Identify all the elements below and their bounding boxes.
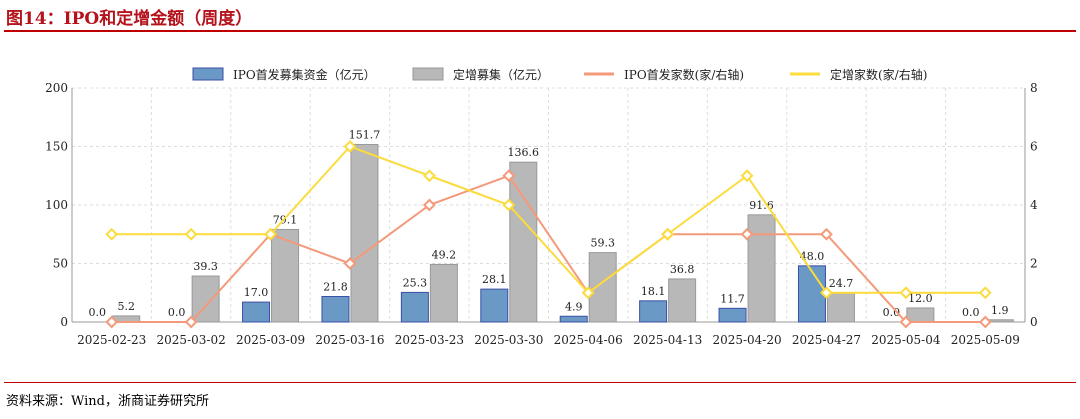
data-label: 12.0 [908,292,933,305]
x-tick-label: 2025-04-13 [633,333,702,347]
data-label: 24.7 [829,277,854,290]
bar [826,292,855,323]
data-label: 21.8 [323,280,348,293]
bar [271,228,300,323]
bar [400,291,429,323]
data-label: 11.7 [720,292,745,305]
data-label: 5.2 [117,300,135,313]
bar [509,161,538,323]
x-tick-label: 2025-05-09 [951,333,1020,347]
legend-label: 定增募集（亿元） [453,67,549,82]
line-marker [343,140,357,153]
line-marker [422,198,436,212]
data-label: 39.3 [193,260,218,273]
y-tick-label: 200 [45,81,68,95]
line-marker [422,169,436,183]
line-marker [105,227,119,241]
bar [242,301,271,323]
data-label: 28.1 [482,273,507,286]
data-label: 0.0 [168,306,186,319]
data-label: 136.6 [508,146,540,159]
data-label: 49.2 [432,248,457,261]
legend-label: IPO首发家数(家/右轴) [624,67,744,82]
title-rule [4,30,1076,32]
bar [429,263,458,323]
line-marker [740,227,754,241]
data-label: 151.7 [349,129,381,142]
series-line [111,145,986,295]
bar [906,307,935,323]
x-tick-label: 2025-04-20 [712,333,781,347]
data-label: 79.1 [273,213,298,226]
data-label: 0.0 [962,306,980,319]
bar [718,307,747,323]
bar [747,214,776,323]
bar [480,288,509,323]
line-marker [264,227,277,241]
x-tick-label: 2025-05-04 [871,333,941,347]
legend-swatch [192,67,224,81]
bar [559,315,588,323]
bar [321,295,350,323]
line-marker [820,286,833,300]
line-marker [820,227,833,241]
series-line [111,174,986,323]
bar [191,275,220,323]
source-note: 资料来源：Wind，浙商证券研究所 [6,394,209,409]
data-label: 25.3 [403,276,428,289]
x-tick-label: 2025-02-23 [77,333,146,347]
y2-tick-label: 6 [1030,140,1038,154]
legend-label: 定增家数(家/右轴) [830,67,927,82]
y2-tick-label: 2 [1030,257,1038,271]
line-marker [978,315,992,329]
line-marker [343,257,357,270]
data-label: 0.0 [883,306,901,319]
legend-label: IPO首发募集资金（亿元） [233,67,376,82]
data-label: 91.6 [749,199,774,212]
y2-tick-label: 4 [1030,198,1038,212]
bar [639,300,668,323]
y-tick-label: 150 [45,140,68,154]
line-marker [740,169,754,183]
x-tick-label: 2025-03-30 [474,333,543,347]
y-tick-label: 100 [45,198,68,212]
legend-swatch [412,67,444,81]
y2-tick-label: 0 [1030,315,1038,329]
line-marker [661,227,675,241]
line-marker [502,198,516,212]
x-tick-label: 2025-04-27 [792,333,861,347]
data-label: 1.9 [991,304,1009,317]
line-marker [105,315,119,329]
bar [668,278,697,323]
line-marker [184,227,198,241]
data-label: 18.1 [641,285,666,298]
line-marker [978,286,992,300]
data-label: 17.0 [244,286,269,299]
x-tick-label: 2025-03-09 [236,333,305,347]
line-marker [184,315,198,329]
y-tick-label: 50 [53,257,68,271]
y2-tick-label: 8 [1030,81,1038,95]
data-label: 36.8 [670,263,695,276]
x-tick-label: 2025-03-16 [315,333,384,347]
data-label: 48.0 [800,250,825,263]
bar [797,265,826,323]
x-tick-label: 2025-03-02 [157,333,226,347]
data-label: 0.0 [88,306,106,319]
bar [588,252,617,323]
x-tick-label: 2025-03-23 [395,333,464,347]
bar [350,144,379,323]
line-marker [502,169,516,183]
x-tick-label: 2025-04-06 [554,333,623,347]
line-marker [899,286,913,300]
source-rule [4,382,1076,383]
data-label: 59.3 [590,237,615,250]
y-tick-label: 0 [60,315,68,329]
data-label: 4.9 [565,300,583,313]
line-marker [899,315,913,329]
figure-title: 图14：IPO和定增金额（周度） [6,9,253,29]
line-marker [581,286,595,300]
chart: 0 50 100 150 200 0 2 4 6 8 2025-02-23 2025-03-02 202… [45,67,1038,347]
